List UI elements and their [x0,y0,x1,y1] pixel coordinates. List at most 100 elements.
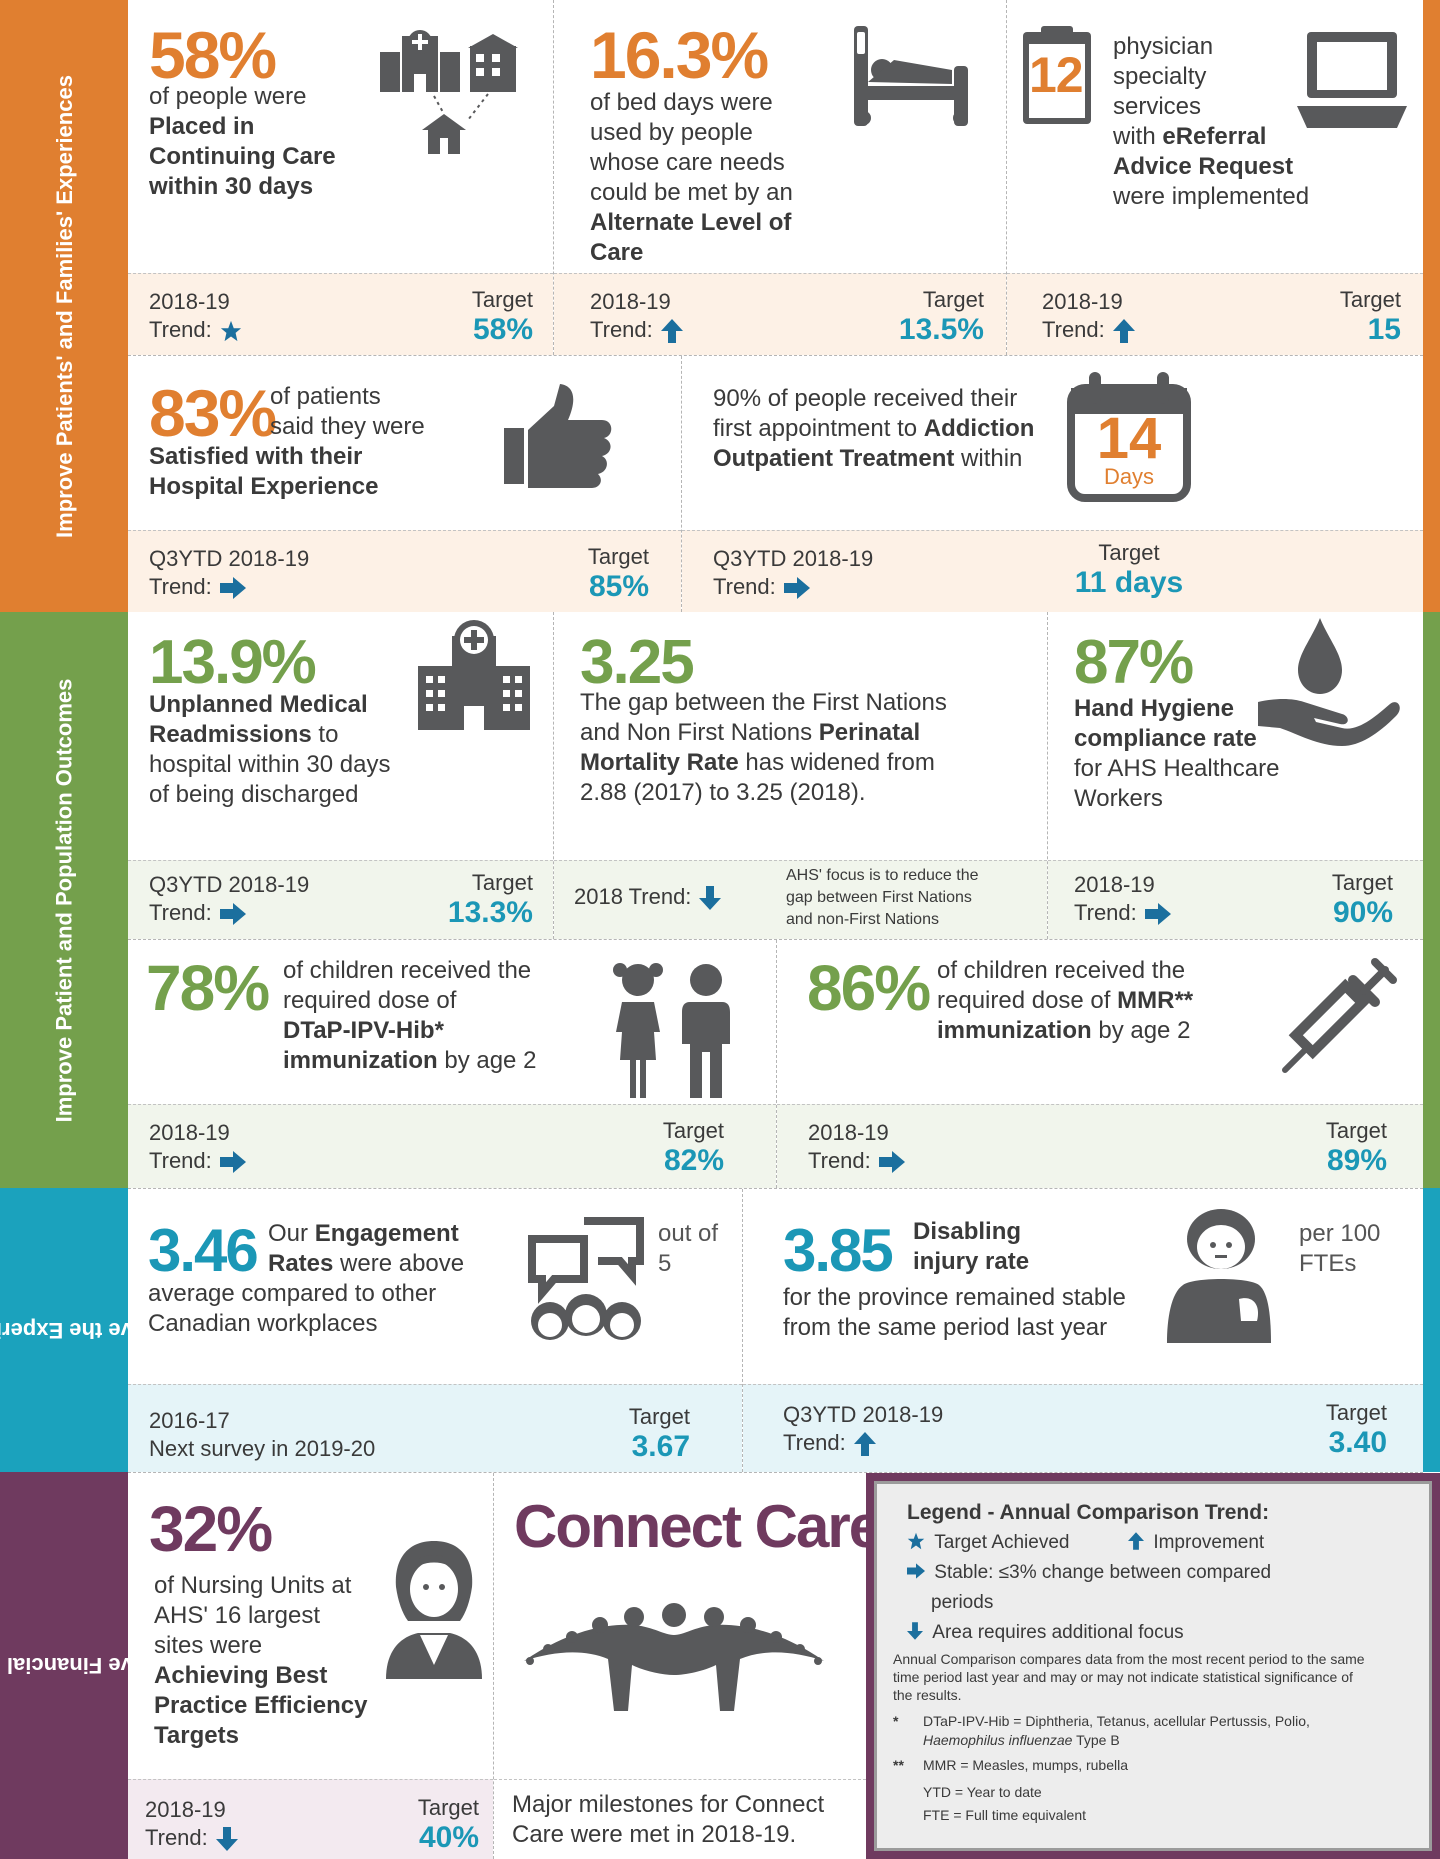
period-label: 2018 Trend: [574,883,722,911]
card-footer: Q3YTD 2018-19 Trend: Target 85% [128,530,681,612]
stat-text: of patients said they were [270,383,425,440]
card-alc: 16.3% of bed days were used by people whos… [553,0,1006,355]
arrow-down-icon [215,1827,238,1852]
target-block: Target 13.5% [898,287,984,346]
stat-text: of bed days were used by people whose care… [590,89,793,266]
target-block: Target 58% [471,287,533,346]
focus-note: AHS' focus is to reduce the gap between F… [786,867,979,928]
stat-text: physician specialty services with eReferral… [1113,33,1310,210]
legend-row: Stable: ≤3% change between compared [907,1558,1413,1588]
card-nursing: 32% of Nursing Units at AHS' 16 largest si… [128,1473,493,1859]
section-label: Improve Financial Health and Value for M… [0,1653,194,1678]
stat-value: 13.9% [149,628,317,697]
star-icon [907,1532,925,1550]
legend-row: Area requires additional focus [907,1618,1413,1648]
injured-worker-icon [1167,1209,1271,1343]
calendar-number: 14 [1096,406,1162,471]
stat-value: 58% [149,18,277,92]
target-block: Target 13.3% [447,870,533,929]
period-label: 2018-19 Trend: [149,288,242,344]
stat-text: of Nursing Units at AHS' 16 largest sites … [154,1572,368,1749]
arrow-up-icon [660,319,683,344]
children-icon [613,963,730,1098]
hand-drop-icon [1258,618,1400,746]
hospital-bed-icon [854,26,968,126]
section-band-population-outcomes: Improve Patient and Population Outcomes [0,612,128,1188]
arrow-right-icon [783,577,810,600]
card-mmr: 86% of children received the required dos… [776,940,1423,1188]
card-engagement: 3.46 Our Engagement Rates were above aver… [128,1189,742,1472]
stat-value: 86% [807,952,931,1024]
card-perinatal: 3.25 The gap between the First Nations an… [553,612,1047,939]
legend-footnote: YTD = Year to date [923,1784,1042,1800]
row-divider [128,1188,1423,1189]
arrow-right-icon [219,1151,246,1174]
stat-text-bold: Disabling injury rate [913,1218,1030,1275]
stat-text: 90% of people received their first appoin… [713,385,1035,472]
syringe-icon [1282,958,1397,1073]
target-block: Target 90% [1331,870,1393,929]
stat-value: 3.85 [783,1217,894,1284]
stat-value: 3.46 [148,1217,259,1284]
arrow-right-icon [907,1563,925,1579]
period-label: 2016-17 Next survey in 2019-20 [149,1408,376,1461]
legend-panel: Legend - Annual Comparison Trend: Target… [866,1473,1440,1859]
target-block: Target 15 [1339,287,1401,346]
calendar-icon: 14 Days [1067,372,1191,502]
arrow-up-icon [853,1432,876,1457]
period-label: 2018-19 Trend: [149,1119,246,1175]
target-block: Target 3.40 [1325,1400,1387,1459]
row-divider [128,355,1423,356]
stat-text-bold: Satisfied with their Hospital Experience [149,443,379,500]
period-label: Q3YTD 2018-19 Trend: [149,546,310,600]
card-footer: 2018-19 Trend: Target 82% [128,1104,776,1188]
card-footer: 2018-19 Trend: Target 90% [1048,860,1423,939]
stat-value: 78% [146,952,270,1024]
stat-value: 16.3% [590,18,769,92]
right-stripe-green [1423,612,1440,1188]
section-label: Improve the Experience and Safety of Our… [0,1317,194,1343]
target-block: Target 3.67 [628,1404,690,1463]
legend-row: Target Achieved Improvement [907,1528,1413,1558]
stat-text: Hand Hygiene compliance rate for AHS Healt… [1074,695,1280,812]
card-footer: 2018-19 Trend: Target 15 [1007,273,1423,355]
card-footer: Q3YTD 2018-19 Trend: Target 13.3% [128,860,553,939]
card-satisfied: 83% of patients said they were Satisfied … [128,356,681,612]
people-chat-icon [528,1217,644,1340]
connect-care-text: Major milestones for Connect Care were me… [512,1791,825,1848]
period-label: Q3YTD 2018-19 Trend: [713,546,874,600]
laptop-icon [1297,32,1407,128]
period-label: Q3YTD 2018-19 Trend: [149,872,310,926]
connect-care-logo [524,1603,824,1711]
legend-note: Annual Comparison compares data from the… [893,1651,1365,1703]
stat-text: Unplanned Medical Readmissions to hospital… [149,691,391,808]
legend-footnote: FTE = Full time equivalent [923,1807,1087,1823]
arrow-right-icon [219,903,246,926]
arrow-up-icon [1128,1532,1145,1550]
row-divider [128,1472,1423,1473]
right-stripe-teal [1423,1188,1440,1472]
card-hygiene: 87% Hand Hygiene compliance rate for AHS H… [1047,612,1423,939]
section-band-financial-health: Improve Financial Health and Value for M… [0,1472,194,1859]
card-footer: 2018-19 Trend: Target 13.5% [554,273,1006,355]
period-label: 2018-19 Trend: [1074,871,1171,927]
target-block: Target 85% [587,544,649,603]
card-continuing-care: 58% of people were Placed in Continuing Ca… [128,0,553,355]
stat-value: 87% [1074,628,1194,697]
period-label: 2018-19 Trend: [808,1119,905,1175]
card-footer: 2016-17 Next survey in 2019-20 Target 3.67 [128,1384,742,1472]
row-divider [128,939,1423,940]
card-connect-care: Connect Care Major milestones for Connec… [493,1473,866,1859]
arrow-up-icon [1112,319,1135,344]
card-readmissions: 13.9% Unplanned Medical Readmissions to ho… [128,612,553,939]
card-footer: 2018-19 Trend: Target 58% [128,273,553,355]
stat-text: for the province remained stable from the… [783,1284,1126,1341]
connect-care-title: Connect Care [514,1493,866,1560]
card-footer: 2018 Trend: AHS' focus is to reduce the g… [554,860,1047,939]
calendar-unit: Days [1103,464,1155,489]
card-ereferral: 12 physician specialty services with eRefer… [1006,0,1423,355]
card-footer: Q3YTD 2018-19 Trend: Target 3.40 [743,1384,1423,1472]
target-block: Target 89% [1325,1118,1387,1177]
target-block: Target 82% [662,1118,724,1177]
card-footer: 2018-19 Trend: Target 89% [777,1104,1423,1188]
